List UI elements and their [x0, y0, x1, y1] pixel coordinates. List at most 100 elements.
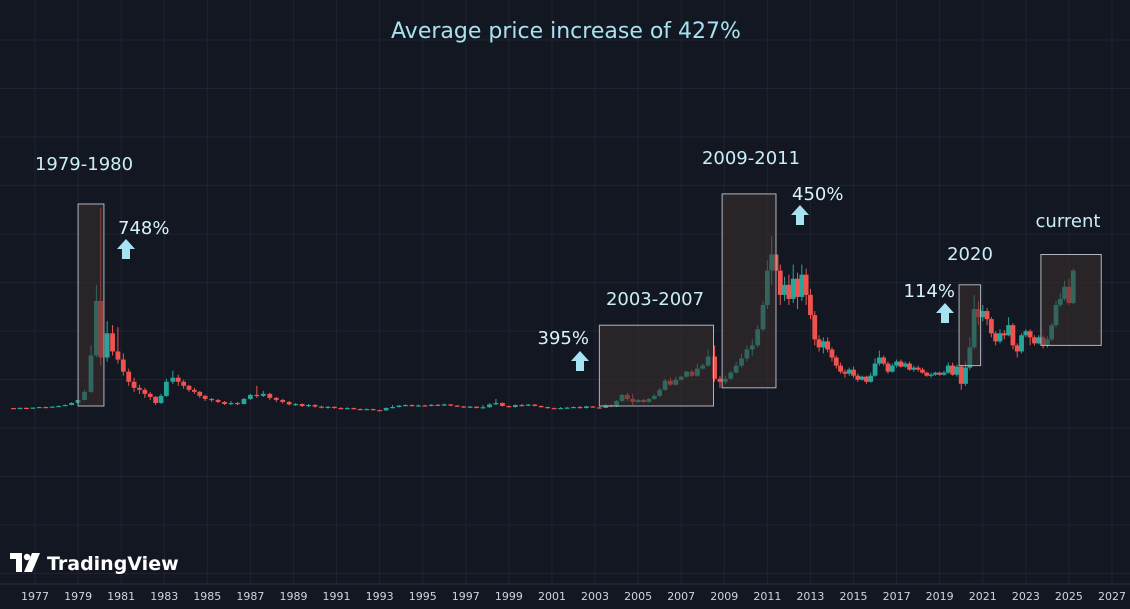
candle[interactable]: [461, 406, 467, 408]
candle[interactable]: [551, 407, 557, 410]
candle[interactable]: [558, 407, 563, 410]
candle[interactable]: [170, 370, 176, 384]
candle[interactable]: [950, 362, 956, 376]
candle[interactable]: [838, 362, 843, 374]
candle[interactable]: [855, 373, 861, 382]
candle[interactable]: [820, 337, 826, 354]
x-axis[interactable]: 1977 1979 1981 1983 1985 1987 1989 1991 1993 1995…: [21, 590, 1126, 603]
candle[interactable]: [564, 406, 570, 409]
candle[interactable]: [104, 321, 110, 362]
candle[interactable]: [1023, 329, 1029, 338]
candle[interactable]: [545, 406, 551, 409]
candle[interactable]: [175, 374, 181, 386]
candle[interactable]: [228, 400, 234, 405]
candle[interactable]: [1036, 335, 1042, 345]
candle[interactable]: [267, 392, 273, 400]
candle[interactable]: [954, 364, 960, 377]
candle[interactable]: [110, 325, 115, 356]
candle[interactable]: [370, 408, 376, 411]
candle[interactable]: [181, 379, 187, 389]
candle[interactable]: [62, 404, 68, 407]
candle[interactable]: [846, 367, 852, 376]
candle[interactable]: [584, 405, 589, 409]
candle[interactable]: [984, 308, 990, 326]
candle[interactable]: [993, 331, 999, 346]
candle[interactable]: [937, 371, 943, 376]
candle[interactable]: [422, 404, 428, 407]
candle[interactable]: [777, 264, 783, 305]
candle[interactable]: [435, 404, 441, 406]
candle[interactable]: [894, 359, 899, 368]
candle[interactable]: [915, 365, 921, 372]
candle[interactable]: [120, 353, 126, 376]
candle[interactable]: [864, 375, 869, 384]
candle[interactable]: [538, 405, 544, 408]
candle[interactable]: [924, 371, 930, 377]
candle[interactable]: [448, 403, 454, 407]
candle[interactable]: [43, 406, 49, 409]
candle[interactable]: [209, 397, 215, 402]
candle[interactable]: [115, 327, 121, 364]
candle[interactable]: [403, 404, 408, 407]
candle[interactable]: [980, 305, 986, 322]
candle[interactable]: [428, 404, 434, 407]
candle[interactable]: [885, 361, 891, 374]
candle[interactable]: [480, 404, 486, 409]
candle[interactable]: [357, 408, 363, 411]
candle[interactable]: [280, 398, 286, 404]
candle[interactable]: [808, 288, 813, 320]
candle[interactable]: [487, 403, 492, 408]
candle[interactable]: [571, 406, 576, 409]
candle[interactable]: [30, 407, 36, 409]
candle[interactable]: [898, 359, 904, 368]
candle[interactable]: [222, 400, 227, 405]
candle[interactable]: [786, 274, 792, 305]
candle[interactable]: [512, 404, 518, 408]
candle[interactable]: [306, 403, 311, 408]
candle[interactable]: [920, 367, 925, 374]
candle[interactable]: [467, 406, 473, 409]
candle[interactable]: [872, 358, 878, 377]
candle[interactable]: [293, 402, 299, 406]
candle[interactable]: [69, 402, 75, 406]
candle[interactable]: [396, 404, 402, 408]
candle[interactable]: [235, 401, 240, 406]
candle[interactable]: [812, 311, 818, 346]
candle[interactable]: [351, 407, 357, 410]
candle[interactable]: [215, 398, 221, 403]
candle[interactable]: [958, 364, 964, 390]
candle[interactable]: [248, 393, 253, 400]
candle[interactable]: [344, 407, 350, 410]
candle[interactable]: [803, 268, 809, 305]
candle[interactable]: [36, 406, 42, 409]
candle[interactable]: [254, 385, 260, 398]
candle[interactable]: [859, 375, 865, 381]
candle[interactable]: [1014, 343, 1020, 358]
candle[interactable]: [889, 363, 895, 373]
candle[interactable]: [825, 337, 831, 353]
candle[interactable]: [1027, 329, 1033, 346]
candle[interactable]: [260, 390, 266, 397]
candle[interactable]: [928, 372, 934, 378]
candle[interactable]: [1019, 333, 1024, 354]
candle[interactable]: [596, 406, 602, 409]
candle[interactable]: [907, 361, 912, 371]
candle[interactable]: [842, 369, 848, 378]
candle[interactable]: [312, 403, 318, 408]
candle[interactable]: [816, 335, 822, 352]
candle[interactable]: [799, 264, 805, 301]
candle[interactable]: [286, 400, 292, 406]
candle[interactable]: [1006, 317, 1012, 337]
candle[interactable]: [851, 366, 856, 378]
candle[interactable]: [829, 347, 835, 362]
candle[interactable]: [153, 395, 159, 405]
candle[interactable]: [126, 368, 132, 386]
candle[interactable]: [782, 276, 787, 301]
candle[interactable]: [273, 396, 279, 402]
candle[interactable]: [383, 407, 389, 411]
candle[interactable]: [11, 407, 16, 410]
candle[interactable]: [299, 403, 305, 408]
candle[interactable]: [131, 377, 137, 392]
candle[interactable]: [833, 355, 839, 369]
